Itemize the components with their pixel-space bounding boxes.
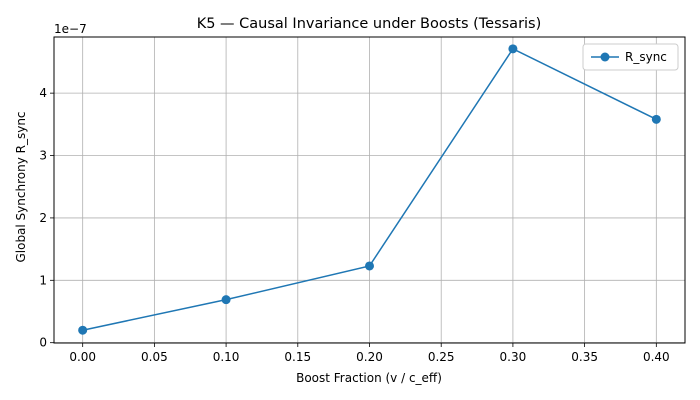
data-point — [508, 44, 518, 54]
data-point — [78, 325, 88, 335]
x-tick-label: 0.30 — [500, 350, 527, 364]
chart-title: K5 — Causal Invariance under Boosts (Tes… — [197, 16, 542, 32]
y-tick-label: 1 — [39, 273, 47, 287]
x-tick-label: 0.00 — [69, 350, 96, 364]
x-tick-label: 0.15 — [284, 350, 311, 364]
x-tick-label: 0.40 — [643, 350, 670, 364]
legend-label-r-sync: R_sync — [625, 50, 667, 64]
data-point — [365, 261, 374, 271]
legend-box — [582, 43, 679, 71]
y-tick-label: 0 — [39, 336, 47, 350]
x-axis-label: Boost Fraction (v / c_eff) — [296, 371, 442, 385]
y-tick-label: 2 — [39, 211, 47, 225]
y-tick-label: 4 — [39, 86, 47, 100]
x-tick-label: 0.35 — [571, 350, 598, 364]
y-tick-label: 3 — [39, 149, 47, 163]
y-axis-label: Global Synchrony R_sync — [14, 111, 28, 262]
x-tick-label: 0.10 — [213, 350, 240, 364]
data-point — [221, 295, 231, 305]
x-tick-label: 0.20 — [356, 350, 383, 364]
data-point — [651, 114, 661, 124]
legend: R_sync — [582, 43, 679, 71]
axis-ticks: 0.00 0.05 0.10 0.15 0.20 0.25 0.30 0.35 0.40 0 1 2 3… — [39, 86, 669, 364]
y-offset-label: 1e−7 — [54, 22, 87, 36]
x-tick-label: 0.05 — [141, 350, 168, 364]
x-tick-label: 0.25 — [428, 350, 455, 364]
plot-area — [78, 44, 661, 335]
legend-marker — [600, 52, 610, 62]
